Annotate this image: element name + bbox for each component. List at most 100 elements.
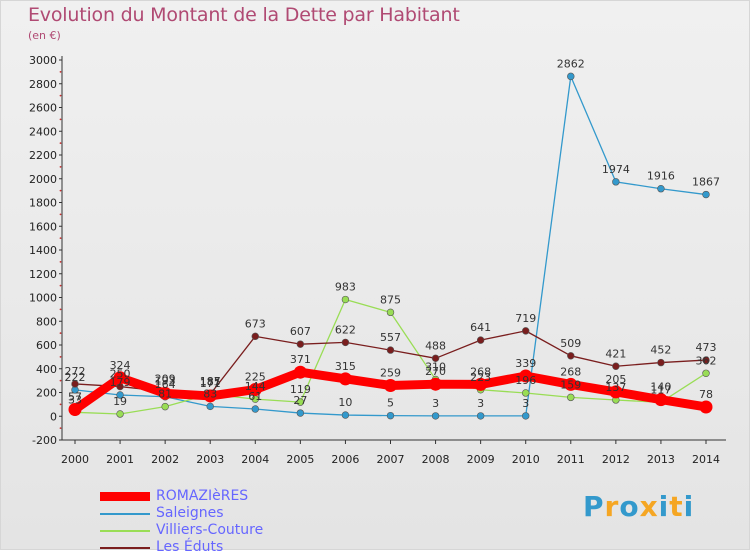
data-label: 61 [248, 390, 262, 403]
data-point [341, 411, 350, 419]
data-label: 222 [65, 371, 86, 384]
data-label: 78 [699, 388, 713, 401]
data-point [431, 412, 440, 420]
y-tick-label: 0 [50, 410, 57, 423]
data-point [116, 391, 124, 399]
data-label: 983 [335, 281, 356, 294]
data-point [116, 410, 124, 418]
y-tick-label: 1000 [29, 292, 57, 305]
y-tick-label: 1600 [29, 220, 57, 233]
data-label: 259 [380, 366, 401, 379]
data-label: 3 [432, 397, 439, 410]
data-label: 421 [605, 347, 626, 360]
x-tick-label: 2003 [196, 453, 224, 466]
data-point [161, 402, 169, 411]
legend-label: Villiers-Couture [156, 522, 264, 538]
y-tick-label: 1200 [29, 268, 57, 281]
x-tick-label: 2007 [377, 453, 405, 466]
y-minor-tick [59, 118, 62, 121]
y-tick-label: 2000 [29, 173, 57, 186]
data-label: 137 [605, 381, 626, 394]
data-point [609, 385, 623, 399]
data-point [386, 308, 395, 317]
logo-letter: r [604, 490, 620, 523]
x-tick-label: 2000 [61, 453, 89, 466]
data-label: 27 [293, 394, 307, 407]
data-label: 164 [155, 378, 176, 391]
data-point [702, 190, 710, 199]
data-label: 622 [335, 323, 356, 336]
data-point [567, 352, 575, 360]
data-label: 509 [560, 337, 581, 350]
logo-letter: i [658, 490, 670, 523]
y-minor-tick [59, 284, 62, 287]
y-tick-label: 400 [36, 363, 57, 376]
y-minor-tick [59, 213, 62, 216]
data-label: 5 [387, 397, 394, 410]
data-label: 119 [290, 383, 311, 396]
y-tick-label: 800 [36, 315, 57, 328]
data-point [293, 365, 307, 379]
data-point [158, 386, 172, 400]
data-label: 310 [425, 360, 446, 373]
logo-letter: P [583, 490, 605, 523]
y-tick-label: 1800 [29, 197, 57, 210]
data-label: 10 [338, 396, 352, 409]
data-point [522, 389, 530, 397]
data-label: 315 [335, 360, 356, 373]
data-point [429, 377, 443, 391]
data-point [251, 405, 259, 413]
data-label: 19 [113, 395, 127, 408]
data-point [699, 400, 713, 414]
x-tick-label: 2004 [241, 453, 269, 466]
data-label: 673 [245, 317, 266, 330]
data-label: 117 [650, 383, 671, 396]
data-label: 268 [470, 365, 491, 378]
data-label: 371 [290, 353, 311, 366]
data-label: 250 [110, 368, 131, 381]
data-label: 57 [68, 390, 82, 403]
data-label: 1916 [647, 170, 675, 183]
data-label: 473 [696, 341, 717, 354]
data-label: 557 [380, 331, 401, 344]
data-point [206, 402, 214, 411]
y-minor-tick [59, 142, 62, 145]
data-point [657, 185, 665, 193]
data-point [251, 332, 259, 341]
y-minor-tick [59, 237, 62, 240]
x-tick-label: 2006 [331, 453, 359, 466]
y-tick-label: 1400 [29, 244, 57, 257]
logo-letter: o [619, 490, 640, 523]
data-label: 159 [560, 378, 581, 391]
data-point [341, 295, 350, 304]
data-label: 324 [110, 359, 131, 372]
data-label: 607 [290, 325, 311, 338]
x-tick-label: 2005 [286, 453, 314, 466]
data-label: 3 [477, 397, 484, 410]
x-tick-label: 2008 [422, 453, 450, 466]
data-point [522, 327, 530, 335]
data-point [476, 336, 485, 344]
proxiti-logo: Proxiti [583, 490, 694, 523]
y-minor-tick [59, 189, 62, 192]
x-tick-label: 2009 [467, 453, 495, 466]
data-point [386, 346, 395, 354]
data-label: 3 [522, 397, 529, 410]
chart-subtitle: (en €) [28, 29, 61, 42]
x-tick-label: 2012 [602, 453, 630, 466]
data-label: 144 [245, 380, 266, 393]
y-minor-tick [59, 260, 62, 263]
data-point [474, 377, 488, 391]
data-point [248, 383, 262, 397]
data-point [113, 371, 127, 385]
data-point [386, 411, 395, 420]
y-tick-label: 2600 [29, 102, 57, 115]
data-label: 641 [470, 321, 491, 334]
y-minor-tick [59, 355, 62, 358]
data-point [702, 356, 710, 364]
data-label: 140 [650, 381, 671, 394]
legend-label: Saleignes [156, 505, 224, 521]
legend-label: Les Éduts [156, 539, 224, 555]
data-label: 196 [515, 374, 536, 387]
